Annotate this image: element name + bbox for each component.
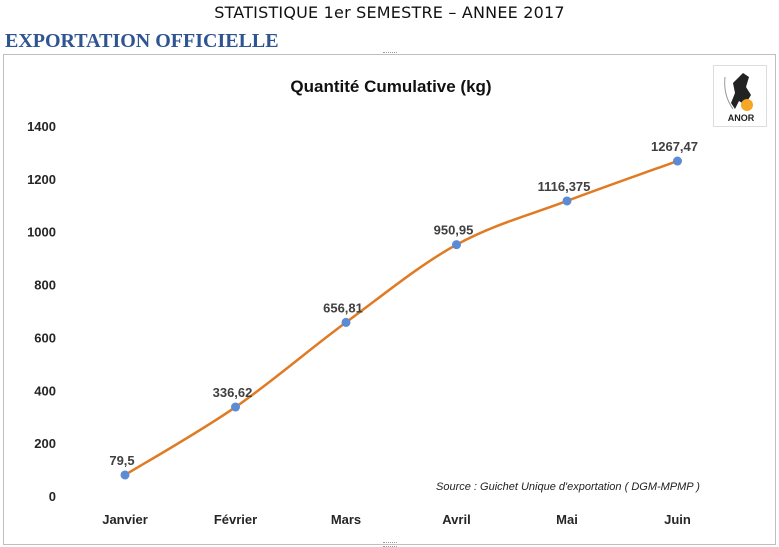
series-line	[124, 159, 678, 477]
x-tick-label: Juin	[664, 512, 691, 527]
y-tick-label: 1200	[27, 172, 56, 187]
anor-logo-icon: ANOR	[713, 65, 767, 127]
y-tick-label: 600	[34, 330, 56, 345]
plot-area: 79,5 336,62 656,81 950,95 1116,375 1267,47	[109, 139, 698, 480]
x-tick-label: Mai	[556, 512, 578, 527]
y-tick-label: 1000	[27, 225, 56, 240]
x-tick-label: Mars	[331, 512, 361, 527]
data-label: 950,95	[434, 223, 474, 238]
x-tick-label: Avril	[442, 512, 470, 527]
data-label: 1267,47	[651, 139, 698, 154]
data-label: 656,81	[323, 300, 363, 315]
data-label: 79,5	[109, 453, 134, 468]
data-point	[231, 402, 240, 412]
data-label: 1116,375	[538, 179, 591, 194]
source-note: Source : Guichet Unique d'exportation ( …	[436, 481, 700, 493]
data-point	[452, 240, 461, 250]
y-tick-label: 400	[34, 383, 56, 398]
y-tick-label: 0	[49, 489, 56, 504]
y-tick-label: 1400	[27, 119, 56, 134]
y-tick-label: 800	[34, 278, 56, 293]
x-axis: Janvier Février Mars Avril Mai Juin	[102, 512, 691, 527]
chart-frame: Quantité Cumulative (kg) 0 200 400 600 800 10…	[3, 54, 776, 545]
data-point	[120, 470, 130, 480]
y-tick-label: 200	[34, 436, 56, 451]
page-title: STATISTIQUE 1er SEMESTRE – ANNEE 2017	[214, 3, 565, 22]
data-point	[562, 196, 572, 206]
data-point	[341, 317, 351, 327]
data-point	[673, 156, 682, 166]
logo-text: ANOR	[728, 113, 755, 123]
data-label: 336,62	[213, 385, 253, 400]
line-chart: Quantité Cumulative (kg) 0 200 400 600 800 10…	[27, 77, 700, 527]
resize-handle-bottom[interactable]	[383, 542, 397, 547]
section-title: EXPORTATION OFFICIELLE	[5, 30, 279, 52]
x-tick-label: Janvier	[102, 512, 148, 527]
x-tick-label: Février	[214, 512, 257, 527]
y-axis: 0 200 400 600 800 1000 1200 1400	[27, 119, 56, 504]
chart-title: Quantité Cumulative (kg)	[290, 77, 491, 96]
